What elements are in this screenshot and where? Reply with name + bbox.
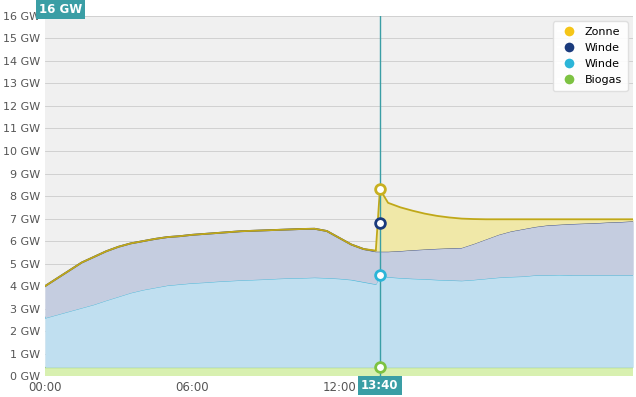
Legend: Zonne, Winde, Winde, Biogas: Zonne, Winde, Winde, Biogas [553,21,628,91]
Text: 13:40: 13:40 [361,379,399,392]
Text: 16 GW: 16 GW [39,3,82,16]
